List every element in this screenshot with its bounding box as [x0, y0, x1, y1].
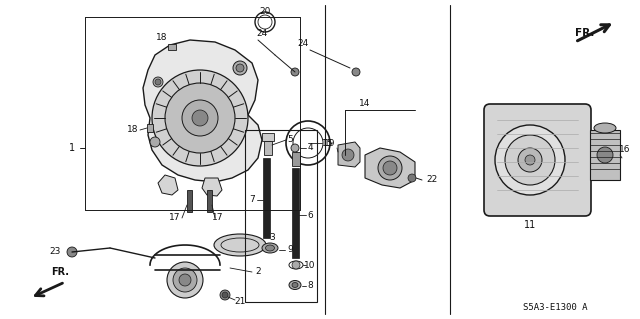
Text: 1: 1 — [69, 143, 75, 153]
Text: FR.: FR. — [575, 28, 595, 38]
Circle shape — [165, 83, 235, 153]
Bar — [263, 158, 270, 238]
Ellipse shape — [266, 245, 275, 251]
Bar — [590, 130, 620, 180]
Text: 22: 22 — [426, 175, 438, 184]
Polygon shape — [365, 148, 415, 188]
Polygon shape — [158, 175, 178, 195]
Circle shape — [408, 174, 416, 182]
Circle shape — [167, 262, 203, 298]
Text: 14: 14 — [359, 100, 371, 108]
Bar — [207, 190, 212, 212]
Circle shape — [173, 268, 197, 292]
Circle shape — [155, 79, 161, 85]
Circle shape — [233, 61, 247, 75]
Circle shape — [495, 125, 565, 195]
Text: 21: 21 — [234, 298, 246, 307]
Text: 16: 16 — [620, 145, 631, 154]
Circle shape — [518, 148, 542, 172]
Ellipse shape — [262, 243, 278, 253]
Text: 8: 8 — [307, 281, 313, 291]
Text: 18: 18 — [127, 125, 139, 135]
Ellipse shape — [214, 234, 266, 256]
Circle shape — [220, 290, 230, 300]
Text: 18: 18 — [156, 33, 168, 42]
Bar — [147, 124, 153, 132]
Text: FR.: FR. — [51, 267, 69, 277]
Bar — [187, 190, 192, 212]
Ellipse shape — [594, 123, 616, 133]
Circle shape — [291, 144, 299, 152]
Circle shape — [67, 247, 77, 257]
Bar — [264, 141, 272, 155]
Text: 17: 17 — [212, 213, 224, 222]
Text: 3: 3 — [269, 234, 275, 242]
Bar — [168, 44, 176, 50]
Circle shape — [236, 64, 244, 72]
Polygon shape — [143, 40, 262, 182]
Text: 24: 24 — [298, 40, 308, 48]
Text: 4: 4 — [307, 144, 313, 152]
Circle shape — [153, 77, 163, 87]
Text: 20: 20 — [259, 6, 271, 16]
Text: 17: 17 — [169, 213, 180, 222]
Circle shape — [378, 156, 402, 180]
Bar — [262, 133, 274, 141]
Text: 9: 9 — [287, 246, 293, 255]
Text: 6: 6 — [307, 211, 313, 219]
Bar — [292, 152, 300, 166]
Text: 11: 11 — [524, 220, 536, 230]
Circle shape — [525, 155, 535, 165]
Circle shape — [505, 135, 555, 185]
Circle shape — [352, 68, 360, 76]
Text: 7: 7 — [249, 196, 255, 204]
Text: S5A3-E1300 A: S5A3-E1300 A — [523, 303, 588, 313]
Text: 24: 24 — [257, 29, 268, 39]
Bar — [292, 168, 299, 258]
Ellipse shape — [289, 280, 301, 290]
Circle shape — [192, 110, 208, 126]
Circle shape — [342, 149, 354, 161]
Text: 10: 10 — [304, 261, 316, 270]
Text: 5: 5 — [287, 136, 293, 145]
Text: 2: 2 — [255, 268, 261, 277]
Text: 19: 19 — [324, 138, 336, 147]
FancyBboxPatch shape — [484, 104, 591, 216]
Circle shape — [152, 70, 248, 166]
Polygon shape — [338, 142, 360, 167]
Circle shape — [291, 68, 299, 76]
Circle shape — [150, 137, 160, 147]
Circle shape — [383, 161, 397, 175]
Ellipse shape — [292, 283, 298, 287]
Text: 23: 23 — [49, 248, 61, 256]
Circle shape — [182, 100, 218, 136]
Bar — [245, 130, 317, 302]
Circle shape — [222, 292, 228, 298]
Circle shape — [179, 274, 191, 286]
Text: 15: 15 — [323, 138, 333, 147]
Polygon shape — [202, 178, 222, 196]
Circle shape — [292, 261, 300, 269]
Circle shape — [597, 147, 613, 163]
